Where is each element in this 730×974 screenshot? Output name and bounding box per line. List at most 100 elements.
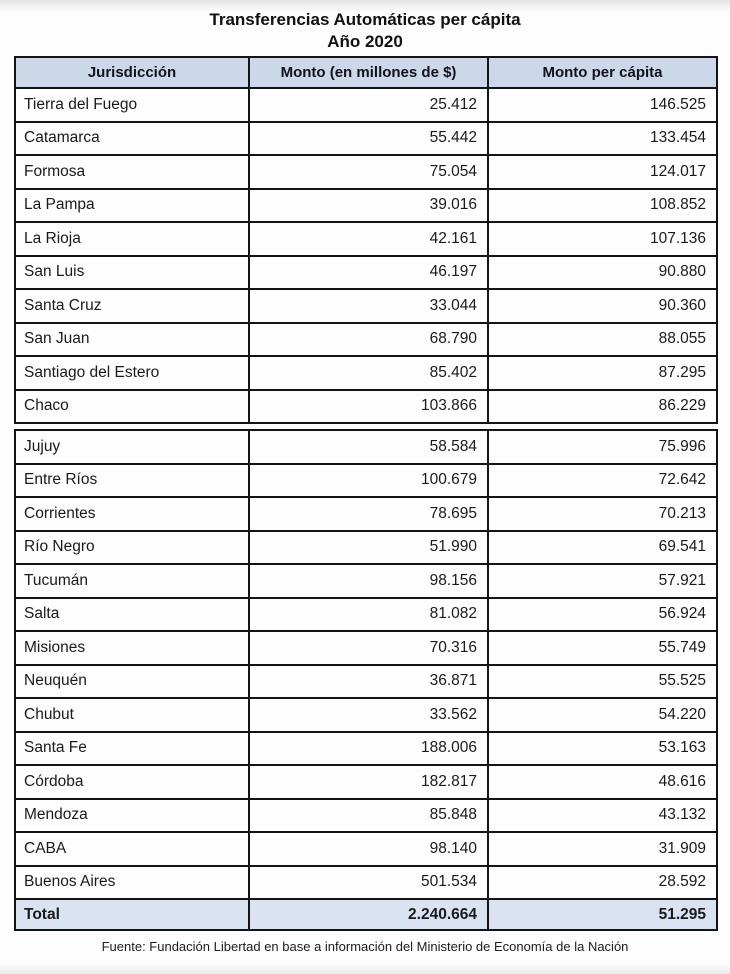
per-capita-cell: 90.880	[487, 254, 718, 290]
table-row: CABA 98.140 31.909	[14, 831, 718, 867]
monto-cell: 75.054	[248, 154, 489, 190]
monto-cell: 39.016	[248, 187, 489, 223]
per-capita-cell: 133.454	[487, 120, 718, 156]
table-row: Misiones 70.316 55.749	[14, 630, 718, 666]
jurisdiction-cell: Neuquén	[14, 663, 250, 699]
monto-cell: 51.990	[248, 529, 489, 565]
monto-cell: 46.197	[248, 254, 489, 290]
per-capita-cell: 53.163	[487, 730, 718, 766]
jurisdiction-cell: Tucumán	[14, 563, 250, 599]
scan-edge-top	[0, 0, 730, 12]
per-capita-cell: 107.136	[487, 221, 718, 257]
page-subtitle: Año 2020	[327, 32, 403, 51]
jurisdiction-cell: San Luis	[14, 254, 250, 290]
table-row: Entre Ríos 100.679 72.642	[14, 462, 718, 498]
total-label: Total	[14, 898, 250, 931]
total-monto: 2.240.664	[248, 898, 489, 931]
per-capita-cell: 69.541	[487, 529, 718, 565]
per-capita-cell: 55.525	[487, 663, 718, 699]
jurisdiction-cell: CABA	[14, 831, 250, 867]
table-row: Tierra del Fuego 25.412 146.525	[14, 87, 718, 123]
table-row: Catamarca 55.442 133.454	[14, 120, 718, 156]
monto-cell: 182.817	[248, 764, 489, 800]
table-row: Santa Cruz 33.044 90.360	[14, 288, 718, 324]
jurisdiction-cell: Tierra del Fuego	[14, 87, 250, 123]
jurisdiction-cell: San Juan	[14, 321, 250, 357]
table-row: Chubut 33.562 54.220	[14, 697, 718, 733]
page-title: Transferencias Automáticas per cápita	[209, 10, 521, 29]
chart-title-block: Transferencias Automáticas per cápita Añ…	[0, 0, 730, 53]
monto-cell: 85.402	[248, 355, 489, 391]
monto-cell: 81.082	[248, 596, 489, 632]
jurisdiction-cell: Misiones	[14, 630, 250, 666]
per-capita-cell: 108.852	[487, 187, 718, 223]
table-row: Santiago del Estero 85.402 87.295	[14, 355, 718, 391]
per-capita-cell: 28.592	[487, 864, 718, 900]
per-capita-cell: 48.616	[487, 764, 718, 800]
table-row: Mendoza 85.848 43.132	[14, 797, 718, 833]
jurisdiction-cell: Mendoza	[14, 797, 250, 833]
table-row: Córdoba 182.817 48.616	[14, 764, 718, 800]
table-row: Neuquén 36.871 55.525	[14, 663, 718, 699]
table-row: Formosa 75.054 124.017	[14, 154, 718, 190]
jurisdiction-cell: Chaco	[14, 388, 250, 424]
table-row: Chaco 103.866 86.229	[14, 388, 718, 424]
table-row: La Rioja 42.161 107.136	[14, 221, 718, 257]
transfers-table-lower: Jujuy 58.584 75.996 Entre Ríos 100.679 72.642…	[14, 429, 718, 931]
table-row: Tucumán 98.156 57.921	[14, 563, 718, 599]
jurisdiction-cell: Río Negro	[14, 529, 250, 565]
monto-cell: 78.695	[248, 496, 489, 532]
monto-cell: 103.866	[248, 388, 489, 424]
transfers-table-upper: Jurisdicción Monto (en millones de $) Mo…	[14, 56, 718, 424]
jurisdiction-cell: Catamarca	[14, 120, 250, 156]
per-capita-cell: 87.295	[487, 355, 718, 391]
jurisdiction-cell: Santiago del Estero	[14, 355, 250, 391]
monto-cell: 58.584	[248, 429, 489, 465]
jurisdiction-cell: Buenos Aires	[14, 864, 250, 900]
per-capita-cell: 56.924	[487, 596, 718, 632]
jurisdiction-cell: Córdoba	[14, 764, 250, 800]
per-capita-cell: 86.229	[487, 388, 718, 424]
monto-cell: 100.679	[248, 462, 489, 498]
monto-cell: 501.534	[248, 864, 489, 900]
jurisdiction-cell: Chubut	[14, 697, 250, 733]
per-capita-cell: 88.055	[487, 321, 718, 357]
per-capita-cell: 43.132	[487, 797, 718, 833]
table-row: Corrientes 78.695 70.213	[14, 496, 718, 532]
per-capita-cell: 146.525	[487, 87, 718, 123]
table-row: Salta 81.082 56.924	[14, 596, 718, 632]
table-header-row: Jurisdicción Monto (en millones de $) Mo…	[14, 56, 718, 89]
transfers-table-area: Jurisdicción Monto (en millones de $) Mo…	[14, 56, 718, 931]
per-capita-cell: 75.996	[487, 429, 718, 465]
monto-cell: 188.006	[248, 730, 489, 766]
table-row: San Luis 46.197 90.880	[14, 254, 718, 290]
jurisdiction-cell: Jujuy	[14, 429, 250, 465]
monto-cell: 68.790	[248, 321, 489, 357]
jurisdiction-cell: Santa Cruz	[14, 288, 250, 324]
per-capita-cell: 55.749	[487, 630, 718, 666]
jurisdiction-cell: Corrientes	[14, 496, 250, 532]
jurisdiction-cell: La Pampa	[14, 187, 250, 223]
table-row: Santa Fe 188.006 53.163	[14, 730, 718, 766]
header-jurisdiccion: Jurisdicción	[14, 56, 250, 89]
total-row: Total 2.240.664 51.295	[14, 898, 718, 931]
monto-cell: 36.871	[248, 663, 489, 699]
per-capita-cell: 54.220	[487, 697, 718, 733]
monto-cell: 70.316	[248, 630, 489, 666]
monto-cell: 55.442	[248, 120, 489, 156]
per-capita-cell: 124.017	[487, 154, 718, 190]
jurisdiction-cell: Formosa	[14, 154, 250, 190]
per-capita-cell: 57.921	[487, 563, 718, 599]
monto-cell: 33.044	[248, 288, 489, 324]
table-row: La Pampa 39.016 108.852	[14, 187, 718, 223]
jurisdiction-cell: Salta	[14, 596, 250, 632]
monto-cell: 25.412	[248, 87, 489, 123]
table-row: Río Negro 51.990 69.541	[14, 529, 718, 565]
jurisdiction-cell: La Rioja	[14, 221, 250, 257]
total-per-capita: 51.295	[487, 898, 718, 931]
per-capita-cell: 31.909	[487, 831, 718, 867]
monto-cell: 85.848	[248, 797, 489, 833]
header-per-capita: Monto per cápita	[487, 56, 718, 89]
per-capita-cell: 70.213	[487, 496, 718, 532]
per-capita-cell: 72.642	[487, 462, 718, 498]
